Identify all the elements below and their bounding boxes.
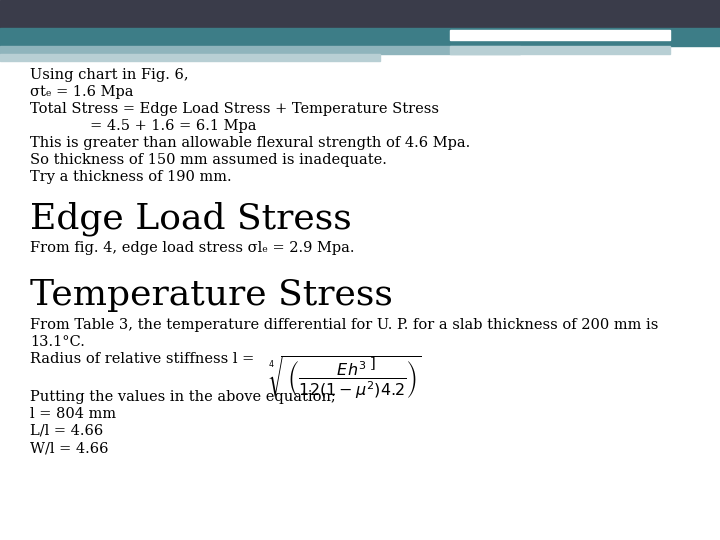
Text: Total Stress = Edge Load Stress + Temperature Stress: Total Stress = Edge Load Stress + Temper… [30, 102, 439, 116]
Text: This is greater than allowable flexural strength of 4.6 Mpa.: This is greater than allowable flexural … [30, 136, 470, 150]
Text: Putting the values in the above equation;: Putting the values in the above equation… [30, 390, 336, 404]
Text: = 4.5 + 1.6 = 6.1 Mpa: = 4.5 + 1.6 = 6.1 Mpa [30, 119, 256, 133]
Bar [450, 46, 670, 54]
Text: From Table 3, the temperature differential for U. P. for a slab thickness of 200: From Table 3, the temperature differenti… [30, 318, 658, 332]
Text: σtₑ = 1.6 Mpa: σtₑ = 1.6 Mpa [30, 85, 133, 99]
Text: So thickness of 150 mm assumed is inadequate.: So thickness of 150 mm assumed is inadeq… [30, 153, 387, 167]
Text: Using chart in Fig. 6,: Using chart in Fig. 6, [30, 68, 189, 82]
Text: ]: ] [370, 356, 376, 370]
Text: $\sqrt[4]{\ \left(\dfrac{Eh^3}{12(1-\mu^2)4.2}\right)}$: $\sqrt[4]{\ \left(\dfrac{Eh^3}{12(1-\mu^… [268, 354, 422, 401]
Text: W/l = 4.66: W/l = 4.66 [30, 441, 109, 455]
Bar [450, 30, 670, 40]
Text: Try a thickness of 190 mm.: Try a thickness of 190 mm. [30, 170, 232, 184]
Text: From fig. 4, edge load stress σlₑ = 2.9 Mpa.: From fig. 4, edge load stress σlₑ = 2.9 … [30, 241, 354, 255]
Bar [0, 28, 720, 46]
Bar [0, 54, 380, 61]
Text: l = 804 mm: l = 804 mm [30, 407, 116, 421]
Bar [0, 46, 520, 54]
Bar [0, 0, 720, 28]
Text: L/l = 4.66: L/l = 4.66 [30, 424, 103, 438]
Text: 13.1°C.: 13.1°C. [30, 335, 85, 349]
Text: Temperature Stress: Temperature Stress [30, 278, 393, 312]
Text: Edge Load Stress: Edge Load Stress [30, 201, 352, 235]
Text: Radius of relative stiffness l =: Radius of relative stiffness l = [30, 352, 254, 366]
